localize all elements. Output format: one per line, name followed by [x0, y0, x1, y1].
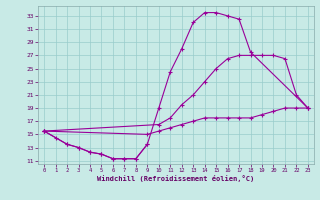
X-axis label: Windchill (Refroidissement éolien,°C): Windchill (Refroidissement éolien,°C) [97, 175, 255, 182]
